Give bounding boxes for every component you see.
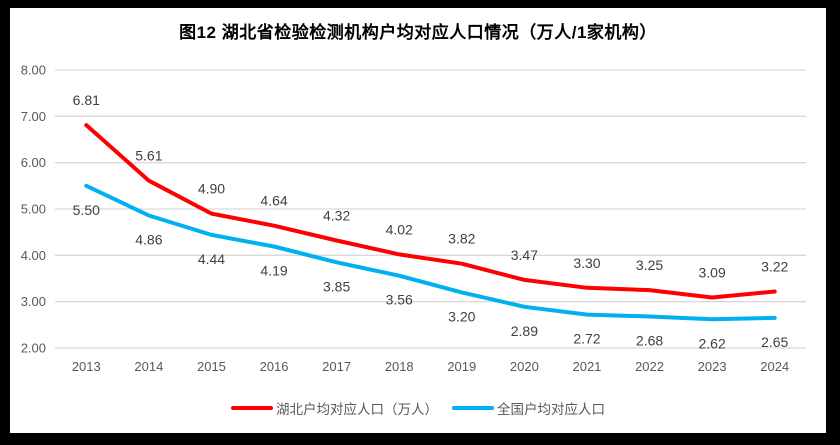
x-axis-tick-label: 2016: [260, 359, 289, 374]
data-label-series-1: 3.85: [323, 278, 350, 294]
chart-title: 图12 湖北省检验检测机构户均对应人口情况（万人/1家机构）: [179, 23, 657, 42]
data-label-series-0: 4.64: [260, 193, 287, 209]
data-label-series-1: 3.56: [386, 292, 413, 308]
x-axis-tick-label: 2017: [322, 359, 351, 374]
data-label-series-0: 3.47: [511, 247, 538, 263]
x-axis-tick-label: 2021: [572, 359, 601, 374]
data-label-series-0: 3.82: [448, 231, 475, 247]
chart-legend: 湖北户均对应人口（万人） 全国户均对应人口: [10, 398, 826, 418]
x-axis-tick-label: 2018: [385, 359, 414, 374]
data-label-series-0: 3.25: [636, 257, 663, 273]
x-axis-tick-label: 2022: [635, 359, 664, 374]
data-label-series-1: 4.86: [135, 231, 162, 247]
data-label-series-0: 4.90: [198, 181, 225, 197]
x-axis-tick-label: 2014: [134, 359, 163, 374]
data-label-series-0: 4.02: [386, 221, 413, 237]
data-label-series-0: 4.32: [323, 208, 350, 224]
data-label-series-1: 2.72: [573, 331, 600, 347]
y-axis-tick-label: 5.00: [21, 202, 46, 217]
data-label-series-1: 2.68: [636, 332, 663, 348]
legend-item-hubei: 湖北户均对应人口（万人）: [231, 398, 438, 418]
x-axis-tick-label: 2024: [760, 359, 789, 374]
legend-item-national: 全国户均对应人口: [452, 398, 605, 418]
hubei-series-line-icon: [231, 406, 273, 410]
data-label-series-1: 5.50: [73, 202, 100, 218]
x-axis-tick-label: 2020: [510, 359, 539, 374]
legend-label-national: 全国户均对应人口: [497, 402, 605, 417]
data-label-series-0: 3.22: [761, 258, 788, 274]
y-axis-tick-label: 4.00: [21, 248, 46, 263]
series-line-1: [84, 183, 777, 322]
line-chart-plot: 8.00 7.00 6.00 5.00 4.00 3.00 2.00 2013 2014 2015…: [21, 63, 806, 374]
x-axis-tick-label: 2013: [72, 359, 101, 374]
national-series-line-icon: [452, 406, 494, 410]
x-axis-tick-label: 2023: [698, 359, 727, 374]
series-line-0: [84, 123, 777, 300]
data-label-series-1: 4.19: [260, 263, 287, 279]
x-axis-tick-label: 2019: [447, 359, 476, 374]
data-label-series-0: 3.09: [699, 264, 726, 280]
data-label-series-1: 2.65: [761, 334, 788, 350]
y-axis-tick-label: 8.00: [21, 63, 46, 78]
data-label-series-0: 5.61: [135, 148, 162, 164]
x-axis-tick-label: 2015: [197, 359, 226, 374]
y-axis-tick-label: 3.00: [21, 294, 46, 309]
y-axis-tick-label: 7.00: [21, 109, 46, 124]
y-axis-tick-label: 6.00: [21, 155, 46, 170]
y-axis-tick-label: 2.00: [21, 341, 46, 356]
data-label-series-1: 3.20: [448, 308, 475, 324]
data-label-series-0: 6.81: [73, 92, 100, 108]
legend-label-hubei: 湖北户均对应人口（万人）: [276, 402, 438, 417]
chart-area: 8.00 7.00 6.00 5.00 4.00 3.00 2.00 2013 2014 2015…: [10, 8, 826, 433]
data-label-series-1: 2.89: [511, 323, 538, 339]
data-label-series-1: 2.62: [699, 335, 726, 351]
data-label-series-1: 4.44: [198, 251, 225, 267]
data-label-series-0: 3.30: [573, 255, 600, 271]
